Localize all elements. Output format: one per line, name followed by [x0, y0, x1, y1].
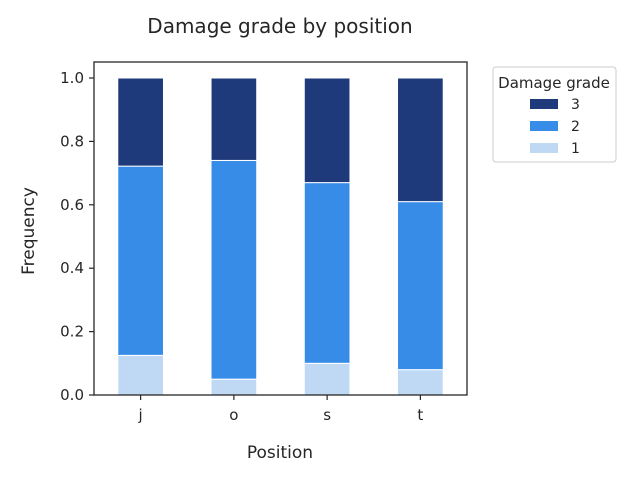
bar-segment-s-grade-1 — [303, 362, 351, 396]
bar-segment-t-grade-3 — [397, 77, 444, 203]
y-tick-label-0.2: 0.2 — [60, 323, 84, 341]
y-axis-label: Frequency — [19, 187, 39, 275]
plot-area: j o s t 0.0 0.2 0.4 0.6 0.8 1.0 — [60, 61, 468, 424]
x-tick-label-o: o — [229, 406, 238, 424]
bar-segment-s-grade-3 — [303, 77, 351, 184]
y-tick-label-0.0: 0.0 — [60, 386, 84, 404]
bar-segment-j-grade-2 — [117, 165, 164, 356]
legend-swatch-grade-2 — [530, 121, 558, 131]
bar-segment-s-grade-2 — [303, 182, 351, 364]
x-tick-label-t: t — [417, 406, 423, 424]
x-axis-label: Position — [247, 443, 313, 463]
y-tick-label-0.8: 0.8 — [60, 132, 84, 150]
legend-swatch-grade-1 — [530, 143, 558, 153]
bar-segment-o-grade-2 — [210, 159, 258, 380]
chart-title: Damage grade by position — [147, 14, 412, 38]
bar-segment-o-grade-1 — [210, 378, 258, 396]
legend-label-grade-3: 3 — [571, 97, 580, 113]
y-tick-label-0.6: 0.6 — [60, 196, 84, 214]
legend-label-grade-1: 1 — [571, 141, 580, 157]
axes-frame — [93, 61, 468, 396]
y-tick-label-1.0: 1.0 — [60, 69, 84, 87]
bar-segment-j-grade-1 — [117, 354, 164, 396]
bar-segment-o-grade-3 — [210, 77, 258, 161]
bar-segment-t-grade-2 — [397, 201, 444, 371]
x-tick-label-s: s — [323, 406, 331, 424]
bar-segment-j-grade-3 — [117, 77, 164, 167]
legend-swatch-grade-3 — [530, 99, 558, 109]
bar-segment-t-grade-1 — [397, 369, 444, 396]
legend-frame — [492, 66, 617, 163]
legend-label-grade-2: 2 — [571, 119, 580, 135]
legend-title: Damage grade — [498, 74, 610, 92]
x-tick-label-j: j — [138, 406, 143, 424]
y-tick-label-0.4: 0.4 — [60, 259, 84, 277]
legend: Damage grade 3 2 1 — [492, 66, 617, 163]
